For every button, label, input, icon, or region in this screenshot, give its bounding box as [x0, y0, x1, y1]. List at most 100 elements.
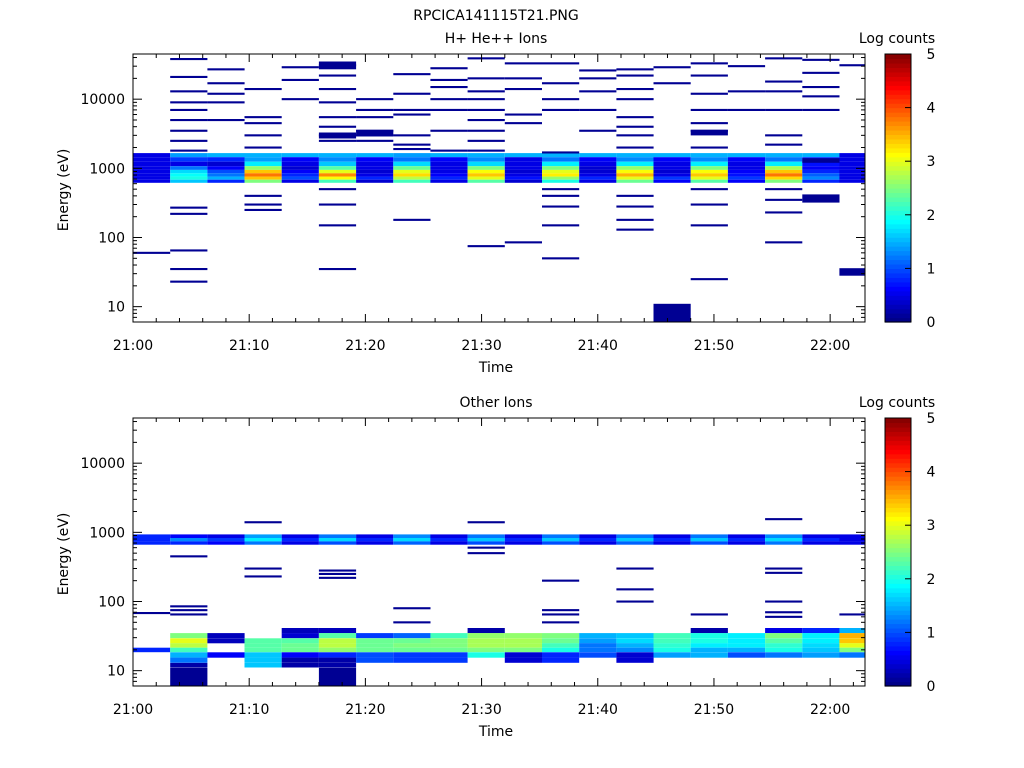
- colorbar-segment: [885, 94, 911, 100]
- heatmap-cell-low-energy: [727, 647, 766, 653]
- colorbar-segment: [885, 560, 911, 566]
- heatmap-cell-low-energy: [802, 638, 840, 644]
- heatmap-cell-low-energy: [281, 643, 319, 648]
- heatmap-cell-low-energy: [579, 633, 617, 639]
- heatmap-cell: [579, 169, 617, 174]
- heatmap-cell: [318, 541, 357, 545]
- colorbar-segment: [885, 121, 911, 127]
- heatmap-cell: [616, 173, 654, 177]
- heatmap-cell: [281, 179, 319, 183]
- heatmap-cell: [133, 538, 171, 542]
- x-tick-label: 21:10: [229, 702, 269, 718]
- heatmap-cell: [653, 169, 691, 174]
- sparse-count-line: [690, 108, 728, 111]
- sparse-count-line: [690, 74, 728, 77]
- sparse-count-line: [542, 194, 580, 197]
- colorbar-tick-label: 5: [927, 411, 936, 427]
- panel-h-he-ions: H+ He++ Ions Log counts Energy (eV) Time…: [56, 31, 936, 376]
- x-tick-label: 21:20: [345, 702, 385, 718]
- sparse-count-line: [281, 66, 319, 69]
- heatmap-cell-low-energy: [542, 652, 580, 658]
- heatmap-cell-low-energy: [281, 662, 319, 668]
- heatmap-cell: [839, 179, 865, 183]
- colorbar-segment: [885, 610, 911, 616]
- sparse-count-line: [170, 280, 208, 283]
- sparse-count-line: [542, 579, 580, 582]
- colorbar-segment: [885, 556, 911, 562]
- heatmap-cell-low-energy: [244, 647, 282, 653]
- plot-axes: 21:00 21:10 21:20 21:30 21:40 21:50 22:00 10 100…: [80, 53, 866, 354]
- heatmap-cell-low-energy: [690, 628, 728, 634]
- colorbar-segment: [885, 641, 911, 647]
- sparse-count-line: [207, 119, 245, 122]
- heatmap-cell: [281, 173, 319, 177]
- sparse-count-line: [727, 65, 766, 68]
- sparse-count-line: [133, 251, 171, 254]
- sparse-count-line: [765, 567, 803, 570]
- sparse-count-line: [579, 129, 617, 132]
- heatmap-cell: [802, 161, 840, 167]
- colorbar-segment: [885, 156, 911, 162]
- heatmap-cell: [616, 166, 654, 170]
- sparse-count-line: [393, 73, 431, 76]
- heatmap-cell: [616, 541, 654, 545]
- sparse-count-line: [653, 66, 691, 69]
- heatmap-cell: [430, 173, 468, 177]
- sparse-count-line: [616, 600, 654, 603]
- colorbar-tick-label: 1: [927, 261, 936, 277]
- heatmap-cell-low-energy: [653, 643, 691, 648]
- heatmap-cell-low-energy: [393, 638, 431, 644]
- heatmap-cell-low-energy: [318, 662, 357, 668]
- heatmap-cell: [244, 173, 282, 177]
- heatmap-cell: [467, 169, 505, 174]
- heatmap-cell: [393, 157, 431, 162]
- colorbar-segment: [885, 627, 911, 633]
- sparse-count-line: [542, 62, 580, 65]
- heatmap-cell-low-energy: [802, 652, 840, 658]
- heatmap-cell: [653, 541, 691, 545]
- heatmap-cell: [653, 166, 691, 170]
- sparse-count-line: [839, 64, 865, 67]
- heatmap-cell: [244, 153, 282, 158]
- colorbar-segment: [885, 418, 911, 424]
- sparse-count-line: [542, 613, 580, 616]
- sparse-count-line: [616, 194, 654, 197]
- heatmap-cell-low-energy: [356, 652, 394, 658]
- sparse-count-line: [467, 57, 505, 60]
- sparse-count-line: [356, 108, 394, 111]
- colorbar-segment: [885, 543, 911, 549]
- heatmap-cell: [765, 538, 803, 542]
- heatmap-cell-low-energy: [504, 643, 542, 648]
- sparse-count-line: [318, 224, 357, 227]
- heatmap-cell: [207, 157, 245, 162]
- heatmap-cell-low-energy: [318, 643, 357, 648]
- sparse-count-line: [170, 613, 208, 616]
- heatmap-cell: [542, 176, 580, 180]
- y-tick-label: 10: [107, 664, 125, 680]
- heatmap-cell-low-energy: [170, 657, 208, 663]
- colorbar-segment: [885, 255, 911, 261]
- heatmap-cell-low-energy: [579, 638, 617, 644]
- heatmap-cell-low-energy: [653, 638, 691, 644]
- sparse-count-line: [504, 241, 542, 244]
- heatmap-cell: [579, 176, 617, 180]
- colorbar-segment: [885, 578, 911, 584]
- heatmap-cell-low-energy: [393, 652, 431, 658]
- sparse-count-line: [244, 521, 282, 524]
- colorbar-tick-label: 0: [927, 315, 936, 331]
- colorbar-segment: [885, 219, 911, 225]
- colorbar-segment: [885, 672, 911, 678]
- sparse-count-line: [393, 143, 431, 146]
- heatmap-cell-low-energy: [393, 643, 431, 648]
- sparse-count-line: [765, 57, 803, 60]
- heatmap-cell-low-energy: [504, 633, 542, 639]
- heatmap-cell: [579, 153, 617, 158]
- heatmap-cell: [504, 161, 542, 167]
- heatmap-cell-low-energy: [765, 628, 803, 634]
- heatmap-cell: [170, 534, 208, 538]
- colorbar-segment: [885, 453, 911, 459]
- heatmap-cell: [244, 161, 282, 167]
- sparse-count-line: [542, 609, 580, 612]
- heatmap-cell-low-energy: [542, 657, 580, 663]
- heatmap-cell: [504, 169, 542, 174]
